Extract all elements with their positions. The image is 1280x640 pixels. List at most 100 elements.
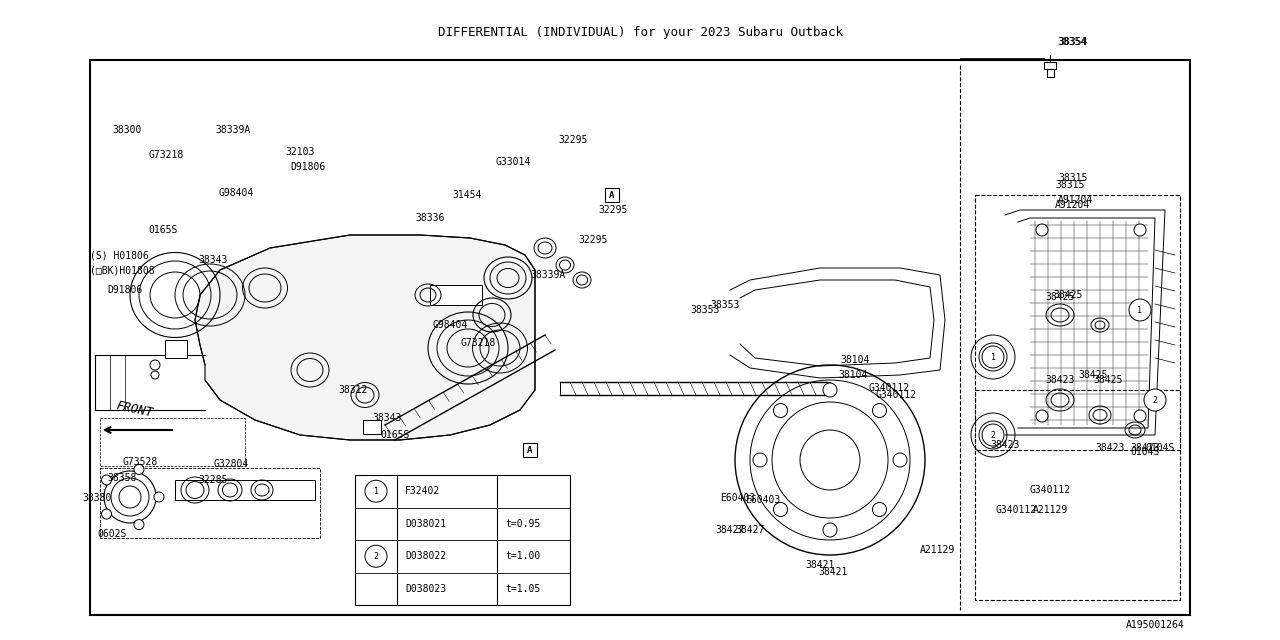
- Text: 38421: 38421: [818, 567, 847, 577]
- Text: (S) H01806: (S) H01806: [90, 250, 148, 260]
- Text: 38336: 38336: [415, 213, 444, 223]
- Text: G340112: G340112: [868, 383, 909, 393]
- Bar: [355, 475, 570, 605]
- Circle shape: [873, 403, 887, 417]
- Text: G98404: G98404: [218, 188, 253, 198]
- Text: 38354: 38354: [1059, 37, 1088, 47]
- Text: 38427: 38427: [735, 525, 764, 535]
- Circle shape: [982, 424, 1004, 446]
- Text: 38300: 38300: [113, 125, 141, 135]
- Text: 38104: 38104: [838, 370, 868, 380]
- Text: 32103: 32103: [285, 147, 315, 157]
- Text: 38343: 38343: [372, 413, 402, 423]
- Text: D91806: D91806: [291, 162, 325, 172]
- Text: G340112: G340112: [1029, 485, 1070, 495]
- Text: 38358: 38358: [108, 473, 137, 483]
- Circle shape: [1144, 389, 1166, 411]
- Text: t=1.05: t=1.05: [506, 584, 540, 594]
- Text: t=1.00: t=1.00: [506, 551, 540, 561]
- Bar: [605, 188, 620, 202]
- Bar: [524, 443, 538, 457]
- Text: E60403: E60403: [719, 493, 755, 503]
- Text: F32402: F32402: [404, 486, 440, 496]
- Text: G73218: G73218: [460, 338, 495, 348]
- Bar: [90, 60, 1190, 615]
- Circle shape: [893, 453, 908, 467]
- Text: 38423: 38423: [1094, 443, 1124, 453]
- Bar: [1044, 62, 1056, 69]
- Bar: [175, 480, 315, 500]
- Bar: [364, 420, 381, 434]
- Text: t=0.95: t=0.95: [506, 519, 540, 529]
- Circle shape: [1134, 224, 1146, 236]
- Circle shape: [823, 383, 837, 397]
- Text: 38380: 38380: [82, 493, 111, 503]
- Text: G340112: G340112: [876, 390, 916, 400]
- Text: A195001264: A195001264: [1126, 620, 1185, 630]
- Text: 32285: 32285: [198, 475, 228, 485]
- Circle shape: [1134, 410, 1146, 422]
- Text: 38339A: 38339A: [215, 125, 251, 135]
- Text: 38423: 38423: [989, 440, 1019, 450]
- Text: 2: 2: [991, 431, 996, 440]
- Circle shape: [365, 545, 387, 567]
- Text: D038022: D038022: [404, 551, 447, 561]
- Text: FRONT: FRONT: [115, 399, 155, 420]
- Bar: [975, 390, 1180, 600]
- Circle shape: [150, 360, 160, 370]
- Text: 0165S: 0165S: [380, 430, 410, 440]
- Text: A21129: A21129: [920, 545, 955, 555]
- Circle shape: [101, 475, 111, 485]
- Circle shape: [823, 523, 837, 537]
- Text: 38339A: 38339A: [530, 270, 566, 280]
- Text: 0602S: 0602S: [97, 529, 127, 539]
- Text: 31454: 31454: [452, 190, 481, 200]
- Text: 38425: 38425: [1053, 290, 1083, 300]
- Text: 38315: 38315: [1059, 173, 1088, 183]
- Text: 0104S: 0104S: [1146, 443, 1174, 453]
- Text: D91806: D91806: [108, 285, 142, 295]
- Text: 38425: 38425: [1093, 375, 1123, 385]
- Circle shape: [1129, 299, 1151, 321]
- Circle shape: [151, 371, 159, 379]
- Text: 0165S: 0165S: [148, 225, 178, 235]
- Circle shape: [753, 453, 767, 467]
- Text: A: A: [609, 191, 614, 200]
- Text: DIFFERENTIAL (INDIVIDUAL) for your 2023 Subaru Outback: DIFFERENTIAL (INDIVIDUAL) for your 2023 …: [438, 26, 842, 38]
- Bar: [975, 195, 1180, 450]
- Text: 2: 2: [374, 552, 379, 561]
- Text: 38343: 38343: [198, 255, 228, 265]
- Bar: [100, 418, 244, 466]
- Text: 32295: 32295: [598, 205, 627, 215]
- Circle shape: [773, 502, 787, 516]
- Text: 2: 2: [1152, 396, 1157, 404]
- Circle shape: [873, 502, 887, 516]
- Text: 1: 1: [991, 353, 996, 362]
- Text: A91204: A91204: [1055, 200, 1091, 210]
- Text: 38354: 38354: [1057, 37, 1087, 47]
- Circle shape: [982, 346, 1004, 368]
- Text: 38423: 38423: [1130, 443, 1160, 453]
- Text: D038021: D038021: [404, 519, 447, 529]
- Circle shape: [101, 509, 111, 519]
- Circle shape: [773, 403, 787, 417]
- Text: 38315: 38315: [1055, 180, 1084, 190]
- Circle shape: [154, 492, 164, 502]
- Text: D038023: D038023: [404, 584, 447, 594]
- Text: G32804: G32804: [212, 459, 248, 469]
- Text: 0104S: 0104S: [1130, 447, 1160, 457]
- Polygon shape: [195, 235, 535, 440]
- Text: G73218: G73218: [148, 150, 183, 160]
- Text: 38427: 38427: [716, 525, 745, 535]
- Text: E60403: E60403: [745, 495, 781, 505]
- Circle shape: [365, 480, 387, 502]
- Text: 38353: 38353: [691, 305, 721, 315]
- Circle shape: [1036, 224, 1048, 236]
- Bar: [430, 285, 483, 305]
- Text: G33014: G33014: [495, 157, 530, 167]
- Text: A: A: [527, 445, 532, 454]
- Circle shape: [1036, 410, 1048, 422]
- Bar: [165, 340, 187, 358]
- Text: 32295: 32295: [579, 235, 608, 245]
- Text: A91204: A91204: [1059, 195, 1093, 205]
